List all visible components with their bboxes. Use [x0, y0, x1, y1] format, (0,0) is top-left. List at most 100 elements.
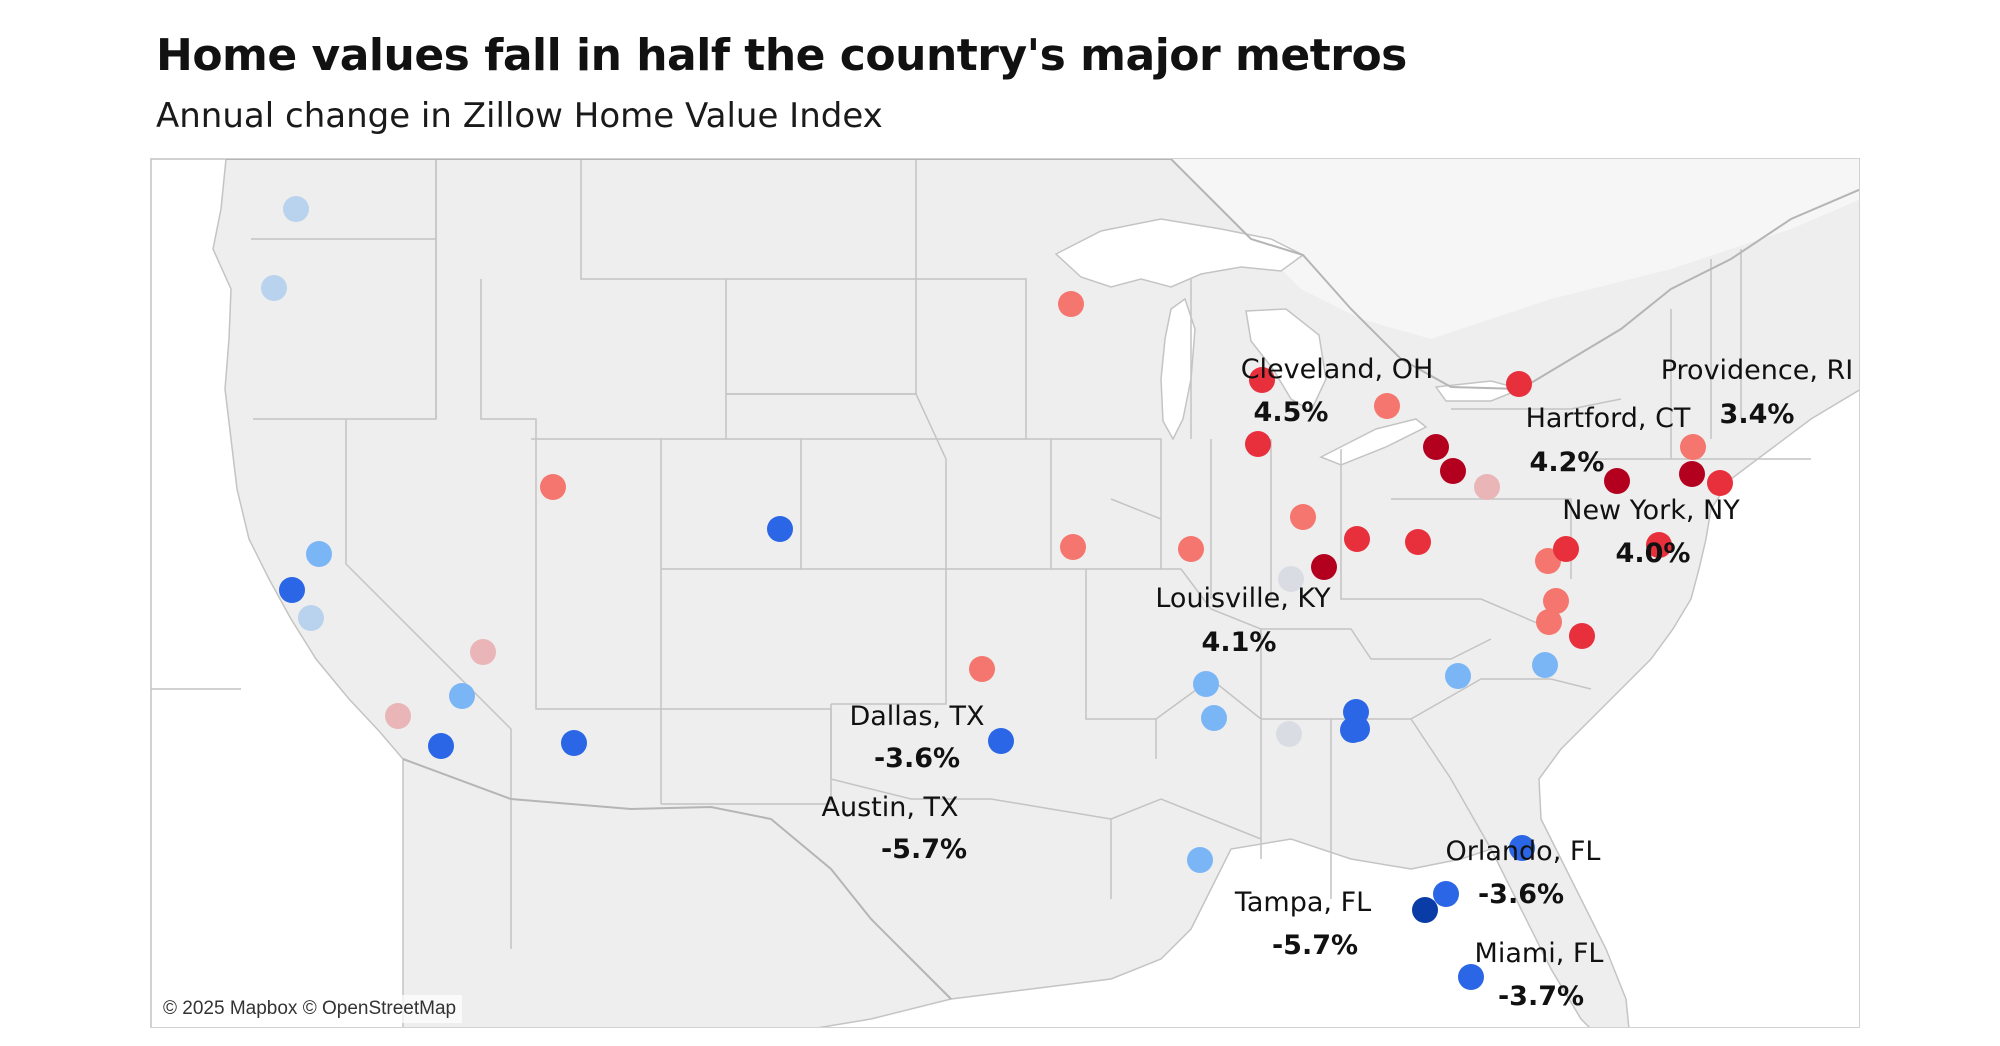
metro-dot[interactable] — [1458, 964, 1484, 990]
metro-dot[interactable] — [1532, 652, 1558, 678]
metro-dot[interactable] — [1276, 721, 1302, 747]
metro-value-new-york: 4.0% — [1616, 538, 1691, 569]
metro-name-tampa: Tampa, FL — [1234, 887, 1371, 918]
metro-dots — [261, 196, 1733, 990]
metro-dot[interactable] — [1604, 468, 1630, 494]
lake-ontario — [1434, 380, 1524, 402]
metro-value-tampa: -5.7% — [1272, 930, 1358, 961]
map-canvas[interactable]: Cleveland, OH 4.5% Providence, RI 3.4% H… — [151, 159, 1860, 1028]
metro-dot[interactable] — [279, 577, 305, 603]
metro-dot[interactable] — [1553, 536, 1579, 562]
metro-dot[interactable] — [1290, 504, 1316, 530]
metro-name-providence: Providence, RI — [1661, 355, 1854, 386]
metro-dot[interactable] — [1245, 431, 1271, 457]
metro-name-austin: Austin, TX — [821, 792, 958, 823]
state-border — [1155, 678, 1262, 859]
state-border — [946, 568, 1157, 759]
metro-dot[interactable] — [767, 516, 793, 542]
metro-value-austin: -5.7% — [881, 834, 967, 865]
metro-dot[interactable] — [1344, 526, 1370, 552]
metro-name-hartford: Hartford, CT — [1526, 403, 1691, 434]
metro-dot[interactable] — [1680, 434, 1706, 460]
state-border — [535, 564, 662, 804]
metro-name-miami: Miami, FL — [1475, 938, 1604, 969]
metro-dot[interactable] — [1278, 566, 1304, 592]
hudson-bay-region — [1171, 159, 1859, 339]
metro-dot[interactable] — [1405, 529, 1431, 555]
metro-value-cleveland: 4.5% — [1254, 397, 1329, 428]
metro-dot[interactable] — [1187, 847, 1213, 873]
state-border — [580, 159, 727, 439]
mexico-border — [402, 758, 952, 1000]
metro-dot[interactable] — [1433, 881, 1459, 907]
metro-name-new-york: New York, NY — [1562, 495, 1740, 526]
metro-dot[interactable] — [385, 703, 411, 729]
metro-dot[interactable] — [1536, 609, 1562, 635]
metro-dot[interactable] — [1340, 717, 1366, 743]
lake-huron — [1245, 308, 1327, 413]
metro-dot[interactable] — [1474, 474, 1500, 500]
state-border — [1110, 798, 1262, 840]
metro-dot[interactable] — [1423, 434, 1449, 460]
state-border — [345, 419, 512, 949]
metro-dot[interactable] — [540, 474, 566, 500]
metro-dot[interactable] — [1509, 835, 1535, 861]
water-bodies — [151, 159, 1859, 1027]
metro-dot[interactable] — [1374, 393, 1400, 419]
metro-value-orlando: -3.6% — [1478, 879, 1564, 910]
metro-dot[interactable] — [283, 196, 309, 222]
metro-dot[interactable] — [561, 730, 587, 756]
metro-dot[interactable] — [1543, 588, 1569, 614]
metro-dot[interactable] — [298, 605, 324, 631]
metro-dot[interactable] — [306, 541, 332, 567]
state-border — [726, 393, 947, 569]
metro-dot[interactable] — [261, 275, 287, 301]
metro-dot[interactable] — [1178, 536, 1204, 562]
metro-value-hartford: 4.2% — [1530, 447, 1605, 478]
state-border — [1331, 718, 1492, 850]
metro-value-miami: -3.7% — [1498, 981, 1584, 1012]
metro-dot[interactable] — [1569, 623, 1595, 649]
metro-dot[interactable] — [449, 683, 475, 709]
state-border — [1451, 398, 1622, 410]
metro-name-louisville: Louisville, KY — [1155, 583, 1331, 614]
metro-dot[interactable] — [1249, 367, 1275, 393]
metro-dot[interactable] — [1193, 671, 1219, 697]
metro-dot[interactable] — [1440, 458, 1466, 484]
metro-dot[interactable] — [428, 733, 454, 759]
us-metro-map[interactable]: Cleveland, OH 4.5% Providence, RI 3.4% H… — [150, 158, 1860, 1028]
state-border — [661, 438, 802, 570]
state-border — [1261, 628, 1492, 660]
lake-superior — [1054, 218, 1305, 288]
metro-dot[interactable] — [969, 656, 995, 682]
metro-dot[interactable] — [1201, 705, 1227, 731]
metro-dot[interactable] — [1679, 461, 1705, 487]
metro-dot[interactable] — [1412, 897, 1438, 923]
metro-name-dallas: Dallas, TX — [849, 701, 984, 732]
metro-dot[interactable] — [1707, 470, 1733, 496]
gulf-of-mexico — [818, 838, 1591, 1027]
metro-dot[interactable] — [1445, 663, 1471, 689]
state-border — [1340, 449, 1391, 600]
metro-value-louisville: 4.1% — [1202, 627, 1277, 658]
canada-border — [226, 159, 1859, 391]
metro-dot[interactable] — [470, 639, 496, 665]
state-border — [480, 279, 537, 564]
metro-name-cleveland: Cleveland, OH — [1241, 354, 1434, 385]
state-border — [1051, 438, 1162, 569]
state-border — [801, 568, 947, 705]
metro-labels: Cleveland, OH 4.5% Providence, RI 3.4% H… — [821, 354, 1853, 1012]
metro-dot[interactable] — [1506, 371, 1532, 397]
metro-dot[interactable] — [1311, 554, 1337, 580]
state-border — [916, 278, 1027, 439]
metro-dot[interactable] — [1058, 291, 1084, 317]
lake-michigan — [1160, 297, 1196, 441]
metro-dot[interactable] — [1060, 534, 1086, 560]
chart-title: Home values fall in half the country's m… — [156, 30, 1407, 81]
map-attribution[interactable]: © 2025 Mapbox © OpenStreetMap — [157, 995, 463, 1023]
metro-name-orlando: Orlando, FL — [1446, 836, 1601, 867]
state-border — [1086, 568, 1262, 719]
metro-dot[interactable] — [1646, 532, 1672, 558]
metro-dot[interactable] — [988, 728, 1014, 754]
state-border — [1110, 498, 1162, 520]
